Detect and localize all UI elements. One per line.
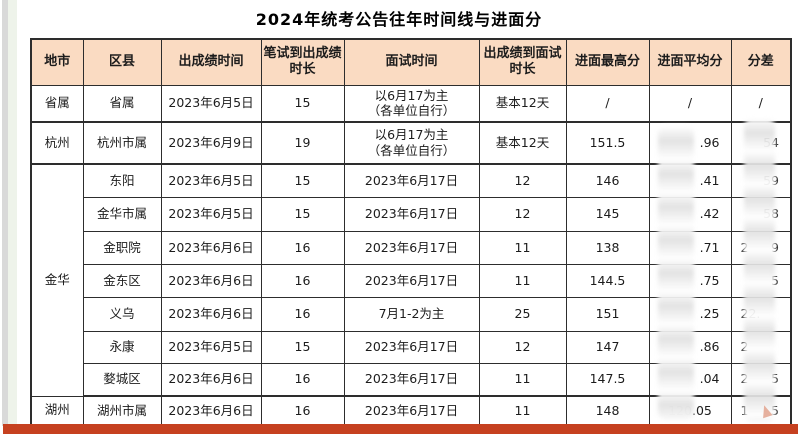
table-row: 杭州 杭州市属 2023年6月9日 19 以6月17为主 （各单位自行） 基本12天 151… bbox=[30, 121, 792, 165]
header-written-days: 笔试到出成绩时长 bbox=[260, 38, 345, 86]
cell-district: 婺城区 bbox=[82, 362, 162, 397]
cell-max-score: / bbox=[565, 84, 650, 123]
cell-interview-date: 以6月17为主 （各单位自行） bbox=[343, 121, 480, 165]
cell-score-date: 2023年6月6日 bbox=[160, 263, 262, 298]
cell-written-days: 15 bbox=[260, 163, 345, 198]
cell-max-score: 146 bbox=[565, 163, 650, 198]
window-edge-strip-inner bbox=[8, 0, 17, 426]
cell-interview-wait: 11 bbox=[478, 230, 567, 265]
table-row: 湖州湖州市属2023年6月6日162023年6月17日11148120.0515 bbox=[30, 395, 792, 426]
header-city: 地市 bbox=[30, 38, 84, 86]
cell-written-days: 16 bbox=[260, 230, 345, 265]
cell-gap: / bbox=[730, 84, 792, 123]
cell-written-days: 19 bbox=[260, 121, 345, 165]
cell-city: 杭州 bbox=[30, 121, 84, 165]
cell-max-score: 147.5 bbox=[565, 362, 650, 397]
cell-district: 杭州市属 bbox=[82, 121, 162, 165]
cell-max-score: 145 bbox=[565, 196, 650, 232]
cell-written-days: 15 bbox=[260, 84, 345, 123]
cell-score-date: 2023年6月6日 bbox=[160, 395, 262, 426]
table-row: 省属 省属 2023年6月5日 15 以6月17为主 （各单位自行） 基本12天 / / / bbox=[30, 84, 792, 123]
cell-score-date: 2023年6月6日 bbox=[160, 230, 262, 265]
header-row: 地市 区县 出成绩时间 笔试到出成绩时长 面试时间 出成绩到面试时长 进面最高分… bbox=[30, 38, 792, 86]
cell-interview-wait: 12 bbox=[478, 163, 567, 198]
cell-interview-wait: 基本12天 bbox=[478, 121, 567, 165]
cell-interview-wait: 11 bbox=[478, 362, 567, 397]
cell-interview-wait: 基本12天 bbox=[478, 84, 567, 123]
header-max-score: 进面最高分 bbox=[565, 38, 650, 86]
cell-written-days: 16 bbox=[260, 362, 345, 397]
cell-district: 湖州市属 bbox=[82, 395, 162, 426]
table-body: 省属 省属 2023年6月5日 15 以6月17为主 （各单位自行） 基本12天 / / / 杭州… bbox=[30, 84, 792, 426]
cell-written-days: 16 bbox=[260, 263, 345, 298]
cell-max-score: 148 bbox=[565, 395, 650, 426]
cell-written-days: 16 bbox=[260, 296, 345, 332]
cell-city: 金华 bbox=[30, 163, 84, 397]
cell-score-date: 2023年6月5日 bbox=[160, 330, 262, 364]
cell-max-score: 151 bbox=[565, 296, 650, 332]
cell-interview-wait: 25 bbox=[478, 296, 567, 332]
bottom-red-bar bbox=[3, 424, 798, 434]
header-district: 区县 bbox=[82, 38, 162, 86]
cell-district: 义乌 bbox=[82, 296, 162, 332]
cell-interview-date: 2023年6月17日 bbox=[343, 263, 480, 298]
cell-score-date: 2023年6月6日 bbox=[160, 296, 262, 332]
cell-district: 东阳 bbox=[82, 163, 162, 198]
cell-score-date: 2023年6月5日 bbox=[160, 163, 262, 198]
cell-interview-date: 2023年6月17日 bbox=[343, 395, 480, 426]
cell-city: 湖州 bbox=[30, 395, 84, 426]
cell-district: 金东区 bbox=[82, 263, 162, 298]
header-score-date: 出成绩时间 bbox=[160, 38, 262, 86]
cell-district: 永康 bbox=[82, 330, 162, 364]
cell-score-date: 2023年6月9日 bbox=[160, 121, 262, 165]
cell-written-days: 15 bbox=[260, 196, 345, 232]
cell-score-date: 2023年6月5日 bbox=[160, 196, 262, 232]
cell-interview-date: 2023年6月17日 bbox=[343, 362, 480, 397]
page-title: 2024年统考公告往年时间线与进面分 bbox=[255, 10, 543, 29]
cell-interview-wait: 11 bbox=[478, 395, 567, 426]
cell-max-score: 147 bbox=[565, 330, 650, 364]
cell-written-days: 15 bbox=[260, 330, 345, 364]
cell-city: 省属 bbox=[30, 84, 84, 123]
cell-interview-wait: 11 bbox=[478, 263, 567, 298]
header-interview-date: 面试时间 bbox=[343, 38, 480, 86]
cell-interview-date: 2023年6月17日 bbox=[343, 163, 480, 198]
cell-written-days: 16 bbox=[260, 395, 345, 426]
timeline-table: 地市 区县 出成绩时间 笔试到出成绩时长 面试时间 出成绩到面试时长 进面最高分… bbox=[30, 38, 792, 426]
window-edge-strip bbox=[2, 0, 8, 426]
cell-score-date: 2023年6月6日 bbox=[160, 362, 262, 397]
header-avg-score: 进面平均分 bbox=[648, 38, 732, 86]
censor-smudge-gap bbox=[744, 118, 775, 422]
cell-interview-date: 2023年6月17日 bbox=[343, 196, 480, 232]
cell-max-score: 138 bbox=[565, 230, 650, 265]
cell-interview-wait: 12 bbox=[478, 330, 567, 364]
cell-avg-score: / bbox=[648, 84, 732, 123]
header-interview-wait: 出成绩到面试时长 bbox=[478, 38, 567, 86]
cell-interview-wait: 12 bbox=[478, 196, 567, 232]
cell-district: 省属 bbox=[82, 84, 162, 123]
cell-district: 金职院 bbox=[82, 230, 162, 265]
censor-smudge-avg bbox=[658, 126, 694, 420]
cell-interview-date: 以6月17为主 （各单位自行） bbox=[343, 84, 480, 123]
exam-timeline-table: 地市 区县 出成绩时间 笔试到出成绩时长 面试时间 出成绩到面试时长 进面最高分… bbox=[30, 38, 792, 426]
cell-score-date: 2023年6月5日 bbox=[160, 84, 262, 123]
cell-interview-date: 2023年6月17日 bbox=[343, 330, 480, 364]
header-gap: 分差 bbox=[730, 38, 792, 86]
cell-max-score: 144.5 bbox=[565, 263, 650, 298]
cell-interview-date: 2023年6月17日 bbox=[343, 230, 480, 265]
cell-district: 金华市属 bbox=[82, 196, 162, 232]
cell-interview-date: 7月1-2为主 bbox=[343, 296, 480, 332]
cell-max-score: 151.5 bbox=[565, 121, 650, 165]
